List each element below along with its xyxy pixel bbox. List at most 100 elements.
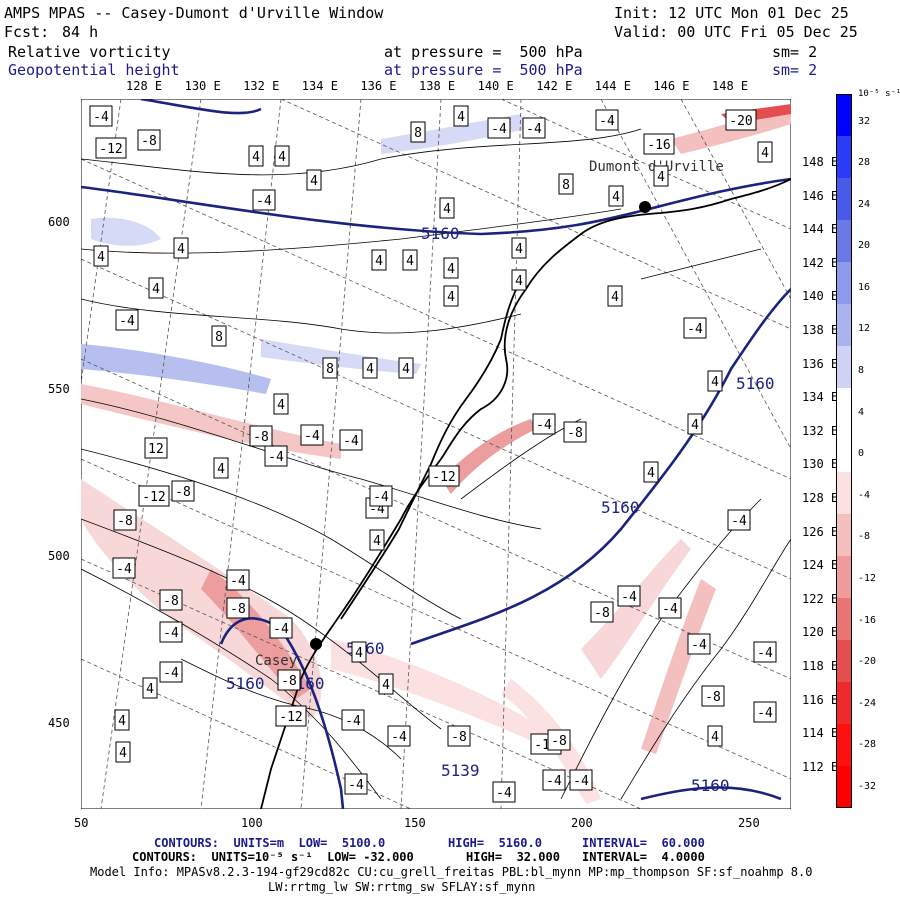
vorticity-label-box: -4 (569, 769, 593, 791)
left-axis-label: 450 (48, 716, 70, 730)
vorticity-label-frame (226, 569, 250, 591)
vorticity-label-box: -4 (159, 661, 183, 683)
vorticity-label-box: -4 (89, 105, 113, 127)
vorticity-label-frame (341, 709, 365, 731)
vorticity-label-box: -4 (264, 445, 288, 467)
vorticity-label-box: -16 (643, 133, 675, 155)
colorbar-swatch (836, 262, 852, 305)
vorticity-label: 4 (310, 174, 318, 189)
right-longitude-label: 124 E (802, 558, 839, 573)
vorticity-label: 4 (373, 534, 381, 549)
vorticity-label-box: 4 (511, 269, 527, 291)
vorticity-label-frame (112, 557, 136, 579)
vorticity-label-frame (351, 641, 367, 663)
vorticity-label-box: 4 (115, 741, 131, 763)
height-contour-label: 5160 (691, 776, 730, 795)
vorticity-label-box: 4 (402, 249, 418, 271)
vorticity-label: 8 (562, 178, 570, 193)
vorticity-label: 4 (382, 678, 390, 693)
vorticity-label: -8 (281, 674, 297, 689)
colorbar-label: 12 (858, 323, 871, 335)
vorticity-label-box: -4 (369, 485, 393, 507)
vorticity-label: -8 (594, 606, 610, 621)
field1-level: at pressure = 500 hPa (384, 43, 583, 61)
height-contour-label: 5139 (441, 761, 480, 780)
vorticity-label: -4 (343, 434, 359, 449)
footer-height-high: HIGH= 5160.0 (448, 836, 542, 850)
vorticity-label-box: 4 (371, 249, 387, 271)
vorticity-label: 4 (97, 250, 105, 265)
vorticity-label: -8 (567, 426, 583, 441)
vorticity-label: 4 (691, 418, 699, 433)
vorticity-label: -4 (345, 714, 361, 729)
vorticity-label: -4 (731, 514, 747, 529)
vorticity-label: -8 (117, 514, 133, 529)
vorticity-label: -12 (142, 490, 165, 505)
top-longitude-label: 128 E (126, 79, 163, 93)
top-longitude-label: 138 E (419, 79, 456, 93)
vorticity-label-box: -8 (226, 597, 250, 619)
vorticity-label: 4 (515, 274, 523, 289)
vorticity-label-box: 4 (248, 145, 264, 167)
top-longitude-label: 146 E (653, 79, 690, 93)
right-longitude-label: 132 E (802, 423, 839, 438)
vorticity-label-frame (249, 425, 273, 447)
vorticity-label: -8 (163, 594, 179, 609)
bottom-axis-label: 50 (74, 816, 89, 830)
top-longitude-label: 144 E (594, 79, 631, 93)
vorticity-label: 4 (447, 262, 455, 277)
vorticity-label-frame (757, 141, 773, 163)
bottom-axis-label: 100 (241, 816, 263, 830)
vorticity-label-frame (115, 309, 139, 331)
vorticity-label: 4 (277, 398, 285, 413)
vorticity-label: -4 (163, 666, 179, 681)
footer-vort-contours: CONTOURS: UNITS=10⁻⁵ s⁻¹ LOW= -32.000 (132, 850, 414, 864)
vorticity-label-box: -20 (725, 109, 757, 131)
right-longitude-label: 148 E (802, 155, 839, 169)
right-longitude-label: 142 E (802, 255, 839, 270)
vorticity-label: -8 (253, 430, 269, 445)
colorbar-frame (836, 94, 852, 808)
vorticity-label: 4 (119, 746, 127, 761)
vorticity-label-frame (371, 249, 387, 271)
vorticity-label-box: -8 (547, 729, 571, 751)
colorbar-swatch (836, 472, 852, 515)
vorticity-label: 4 (355, 646, 363, 661)
right-longitude-label: 128 E (802, 491, 839, 505)
vorticity-label: 12 (148, 442, 164, 457)
vorticity-label: 4 (443, 202, 451, 217)
colorbar-swatches (836, 94, 852, 808)
colorbar-label: -28 (858, 739, 877, 751)
vorticity-label-frame (115, 741, 131, 763)
vorticity-label: -4 (536, 418, 552, 433)
colorbar-label: 28 (858, 157, 871, 169)
colorbar-label: 16 (858, 281, 871, 293)
vorticity-label-frame (402, 249, 418, 271)
left-axis-label: 600 (48, 215, 70, 229)
vorticity-label-frame (687, 413, 703, 435)
vorticity-label: 4 (177, 242, 185, 257)
vorticity-label-box: 4 (306, 169, 322, 191)
vorticity-label: -4 (348, 778, 364, 793)
footer-vort-interval: INTERVAL= 4.0000 (582, 850, 705, 864)
vorticity-label-frame (547, 729, 571, 751)
colorbar-swatch (836, 220, 852, 263)
vorticity-label: -4 (757, 646, 773, 661)
vorticity-label: 4 (611, 290, 619, 305)
vorticity-label-box: 4 (443, 285, 459, 307)
vorticity-label-box: -8 (701, 685, 725, 707)
vorticity-label: -4 (304, 429, 320, 444)
vorticity-label-frame (322, 357, 338, 379)
vorticity-label-box: -12 (95, 137, 127, 159)
vorticity-label: -4 (599, 114, 615, 129)
vorticity-label-frame (707, 370, 723, 392)
vorticity-label: -4 (546, 774, 562, 789)
colorbar-label: -20 (858, 656, 877, 668)
vorticity-label-box: 4 (757, 141, 773, 163)
vorticity-label-box: 4 (274, 145, 290, 167)
vorticity-label: 4 (711, 730, 719, 745)
vorticity-label-frame (428, 465, 460, 487)
vorticity-label: -4 (757, 706, 773, 721)
vorticity-label: -4 (662, 602, 678, 617)
vorticity-label-box: -4 (226, 569, 250, 591)
